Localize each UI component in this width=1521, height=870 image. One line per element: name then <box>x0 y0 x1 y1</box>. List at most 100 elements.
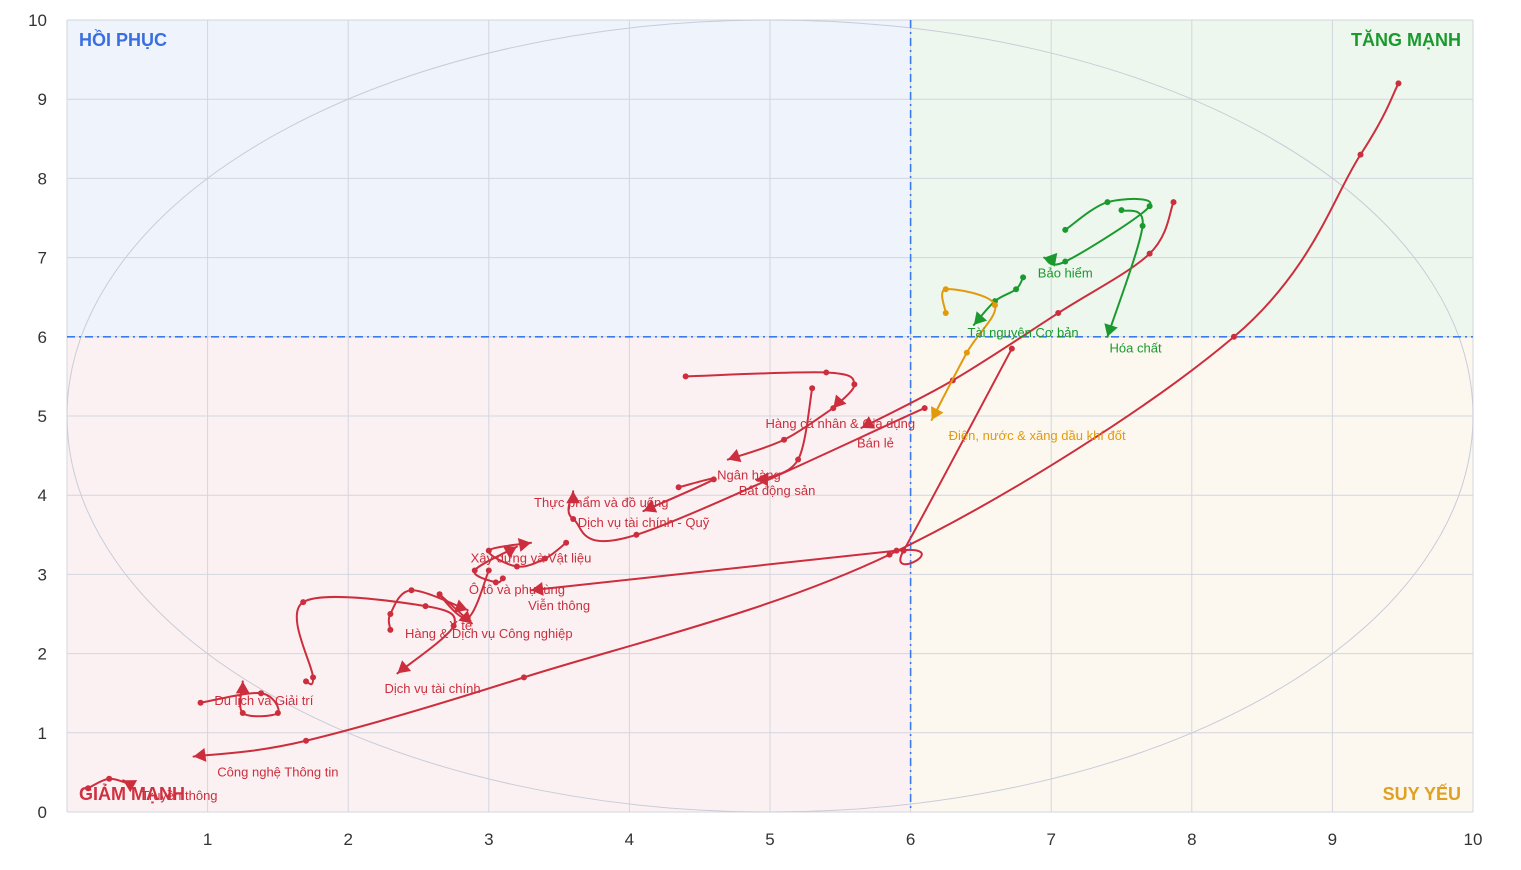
series-label: Công nghệ Thông tin <box>217 764 338 779</box>
series-label: Viễn thông <box>528 598 590 613</box>
series-arrow <box>1044 252 1058 267</box>
series-label: Hàng & Dịch vụ Công nghiệp <box>405 626 573 641</box>
series-point <box>408 587 415 594</box>
series-arrow <box>931 406 944 420</box>
y-tick-label: 3 <box>38 565 47 584</box>
series-point <box>851 381 858 388</box>
series-arrow <box>193 747 207 762</box>
series-point <box>1357 151 1364 158</box>
series-arrow <box>235 681 250 694</box>
series-line <box>567 407 926 543</box>
x-tick-label: 5 <box>765 830 774 849</box>
series-arrow <box>861 416 876 429</box>
series-3 <box>295 595 457 686</box>
series-arrow <box>503 546 517 559</box>
series-point <box>1139 222 1146 229</box>
quadrant-label-top-right: TĂNG MẠNH <box>1351 29 1461 50</box>
series-point <box>387 626 394 633</box>
series-point <box>499 575 506 582</box>
series-point <box>85 785 92 792</box>
series-line <box>529 347 1013 592</box>
series-point <box>1104 199 1111 206</box>
series-point <box>300 599 307 606</box>
series-11 <box>754 385 816 487</box>
x-tick-label: 1 <box>203 830 212 849</box>
series-point <box>485 567 492 574</box>
x-tick-label: 2 <box>343 830 352 849</box>
series-point <box>1118 207 1125 214</box>
quadrant-label-top-left: HỒI PHỤC <box>79 29 167 50</box>
series-line <box>684 371 856 410</box>
series-18 <box>930 286 998 421</box>
series-point <box>633 531 640 538</box>
series-point <box>675 484 682 491</box>
series-point <box>563 539 570 546</box>
series-label: Y tế <box>449 618 473 633</box>
series-5 <box>436 567 492 625</box>
y-tick-label: 0 <box>38 803 47 822</box>
series-point <box>991 302 998 309</box>
series-point <box>450 622 457 629</box>
x-tick-label: 3 <box>484 830 493 849</box>
series-arrow <box>530 581 544 596</box>
series-label: Du lịch và Giải trí <box>214 693 313 708</box>
quadrant-label-bottom-right: SUY YẾU <box>1383 783 1461 804</box>
series-point <box>900 547 907 554</box>
reference-ellipse <box>66 19 1474 813</box>
series-point <box>520 674 527 681</box>
y-tick-label: 8 <box>38 169 47 188</box>
y-tick-label: 9 <box>38 90 47 109</box>
series-label: Hàng cá nhân & Gia dụng <box>765 416 915 431</box>
series-point <box>942 286 949 293</box>
series-point <box>303 737 310 744</box>
y-tick-label: 1 <box>38 724 47 743</box>
series-label: Ô tô và phụ tùng <box>469 582 565 597</box>
quadrant-label-bottom-left: GIẢM MẠNH <box>79 783 185 804</box>
series-line <box>754 387 814 482</box>
series-point <box>513 563 520 570</box>
series-point <box>1146 250 1153 257</box>
series-point <box>809 385 816 392</box>
series-point <box>1146 203 1153 210</box>
series-point <box>387 611 394 617</box>
series-arrow <box>397 660 412 674</box>
series-point <box>1020 274 1027 281</box>
series-2 <box>197 680 281 718</box>
series-point <box>106 775 113 782</box>
series-point <box>1062 258 1069 265</box>
series-point <box>436 591 443 598</box>
x-tick-label: 10 <box>1464 830 1483 849</box>
series-9 <box>566 405 928 543</box>
series-15 <box>1043 197 1153 267</box>
series-point <box>893 547 900 554</box>
series-point <box>963 349 970 356</box>
series-label: Điện, nước & xăng dầu khí đốt <box>949 428 1126 443</box>
series-arrow <box>833 394 847 409</box>
series-line <box>387 589 469 631</box>
series-label: Hóa chất <box>1110 341 1162 356</box>
series-14 <box>682 369 858 410</box>
series-8 <box>485 538 570 570</box>
series-point <box>485 547 492 554</box>
series-point <box>1008 345 1015 352</box>
series-point <box>823 369 830 376</box>
series-point <box>1055 310 1062 317</box>
series-line <box>860 201 1175 429</box>
y-tick-label: 2 <box>38 645 47 664</box>
series-point <box>795 456 802 463</box>
series-arrow <box>973 311 988 325</box>
series-line <box>1106 209 1144 338</box>
y-tick-label: 5 <box>38 407 47 426</box>
y-tick-label: 6 <box>38 328 47 347</box>
series-point <box>239 710 246 716</box>
series-arrow <box>123 780 138 793</box>
series-point <box>542 555 549 562</box>
y-tick-label: 7 <box>38 249 47 268</box>
series-label: Xây dựng và Vật liệu <box>471 551 592 566</box>
y-tick-label: 4 <box>38 486 47 505</box>
series-13 <box>860 199 1177 429</box>
series-6 <box>529 345 1015 596</box>
series-label: Bảo hiểm <box>1038 265 1093 280</box>
series-point <box>781 436 788 443</box>
